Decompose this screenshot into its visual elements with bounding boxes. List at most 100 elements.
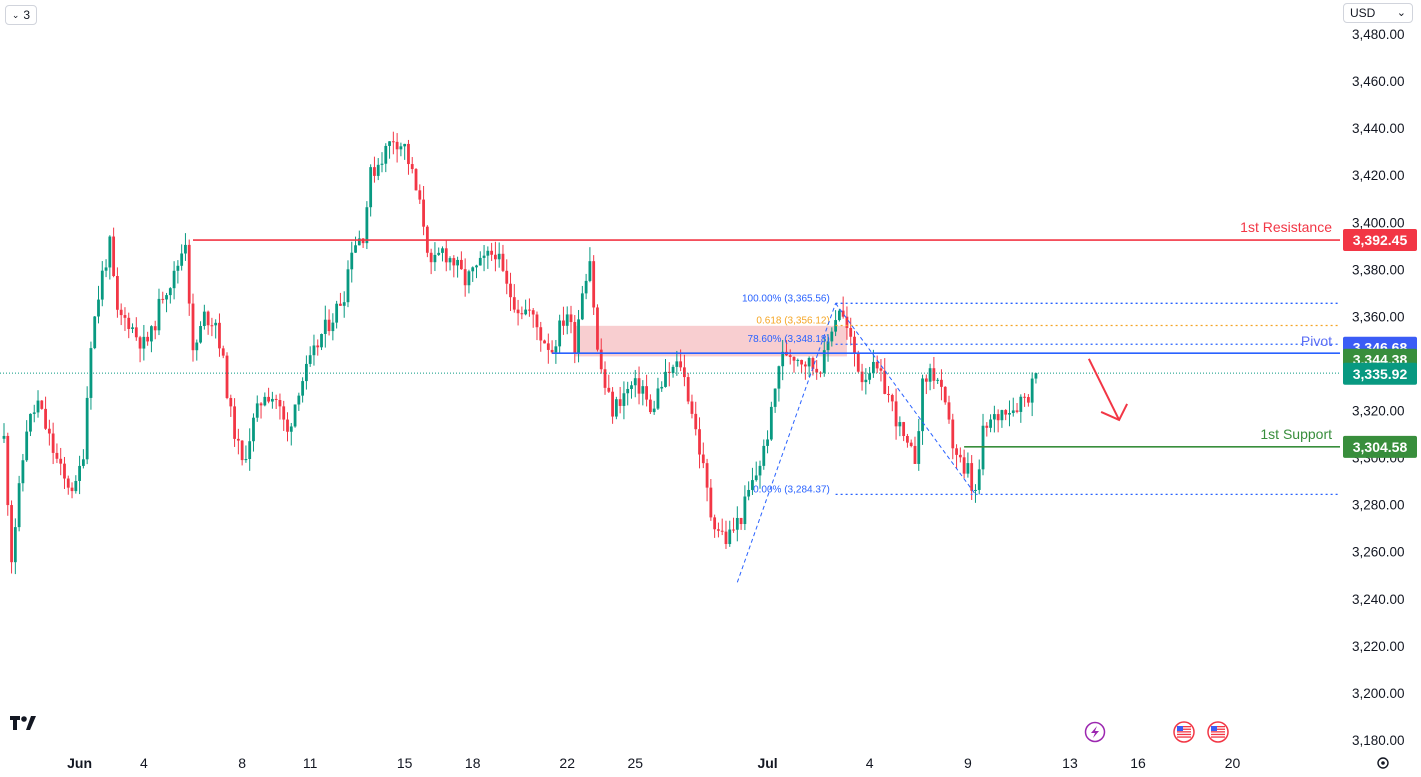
- candle: [357, 230, 361, 246]
- candle: [123, 307, 127, 331]
- candle: [1030, 372, 1034, 417]
- us-flag-icon[interactable]: [1173, 721, 1195, 743]
- candle: [524, 299, 528, 316]
- candle-body: [297, 395, 301, 405]
- candle: [214, 319, 218, 339]
- candle-body: [996, 414, 1000, 421]
- candle: [32, 404, 36, 423]
- candle-body: [202, 311, 206, 327]
- candle: [134, 317, 138, 341]
- candle-body: [252, 417, 255, 442]
- candle-body: [788, 355, 792, 357]
- candle: [803, 361, 807, 380]
- candle-body: [494, 254, 497, 260]
- candle-body: [259, 403, 263, 406]
- fib-swing-up-line: [736, 303, 837, 583]
- candle-body: [229, 397, 233, 407]
- x-tick-label: 9: [964, 755, 972, 771]
- currency-selector[interactable]: USD ⌄: [1343, 3, 1413, 23]
- candle: [883, 358, 887, 395]
- candle: [108, 235, 112, 280]
- x-tick-label: 11: [303, 755, 318, 771]
- candle-body: [369, 167, 373, 208]
- candle-body: [478, 257, 482, 266]
- candle: [2, 423, 6, 443]
- candle-body: [709, 487, 713, 518]
- price-tags: 3,392.453,346.683,344.383,335.923,304.58: [1343, 229, 1417, 458]
- candle-body: [683, 367, 686, 378]
- candle-body: [278, 400, 282, 407]
- candle-body: [244, 458, 248, 461]
- candle-body: [399, 146, 403, 150]
- candle: [565, 306, 569, 335]
- time-axis[interactable]: Jun 4 8 11 15 18 22 25 Jul 4 9 13 16 20: [67, 755, 1389, 771]
- candle-body: [841, 310, 845, 317]
- candle-body: [44, 408, 47, 429]
- x-tick-label: Jun: [67, 755, 92, 771]
- candle: [471, 266, 475, 282]
- candle-body: [448, 258, 452, 263]
- candle: [800, 359, 803, 374]
- candle: [1011, 397, 1015, 417]
- candle: [456, 256, 459, 278]
- candle-body: [830, 331, 834, 342]
- candle-body: [864, 379, 868, 383]
- candle-body: [947, 402, 951, 420]
- gear-icon[interactable]: [1377, 757, 1389, 769]
- candle-body: [796, 359, 800, 361]
- candle: [599, 338, 603, 374]
- lightning-icon[interactable]: [1084, 721, 1106, 743]
- candle: [1015, 403, 1019, 414]
- candle-body: [327, 319, 331, 332]
- candle-body: [822, 350, 826, 373]
- candle: [856, 350, 860, 373]
- candle: [150, 325, 153, 353]
- candle: [293, 404, 297, 428]
- candle-body: [1030, 378, 1034, 403]
- support-price-tag-bg: [1343, 435, 1417, 458]
- candle-body: [187, 244, 191, 304]
- candle: [588, 247, 592, 283]
- x-tick-label: 13: [1062, 755, 1078, 771]
- candle-body: [645, 386, 648, 400]
- candle: [584, 273, 588, 300]
- tradingview-logo[interactable]: [10, 716, 36, 730]
- candle: [762, 439, 766, 470]
- x-tick-label: 4: [866, 755, 874, 771]
- candle: [890, 393, 894, 412]
- candle-body: [970, 463, 974, 491]
- candle: [996, 409, 1000, 433]
- candle-body: [157, 298, 161, 331]
- candle: [365, 201, 369, 250]
- candle: [622, 381, 626, 420]
- candle: [475, 264, 478, 279]
- candle-body: [611, 391, 614, 417]
- candle-body: [47, 428, 51, 434]
- candle-body: [282, 406, 286, 420]
- candle: [958, 447, 962, 463]
- us-flag-icon[interactable]: [1207, 721, 1229, 743]
- candle: [55, 443, 59, 464]
- candle-body: [769, 406, 773, 440]
- candle: [199, 321, 202, 344]
- candle: [754, 461, 758, 482]
- candle: [989, 414, 992, 433]
- candle-body: [932, 368, 936, 381]
- candle-body: [516, 309, 520, 314]
- interval-selector[interactable]: ⌄ 3: [5, 5, 37, 25]
- candle-body: [565, 314, 569, 326]
- candle-body: [305, 363, 308, 382]
- fib-level-label: 0.618 (3,356.12): [756, 316, 829, 327]
- candle: [811, 356, 815, 376]
- candle-body: [739, 517, 743, 525]
- candle: [350, 241, 354, 283]
- candle-body: [633, 378, 637, 386]
- candle: [735, 506, 739, 542]
- candle: [894, 388, 898, 440]
- candle-body: [955, 448, 958, 455]
- candle-body: [131, 327, 134, 329]
- candle-body: [539, 327, 543, 341]
- candle-body: [837, 310, 841, 321]
- candle: [410, 157, 414, 174]
